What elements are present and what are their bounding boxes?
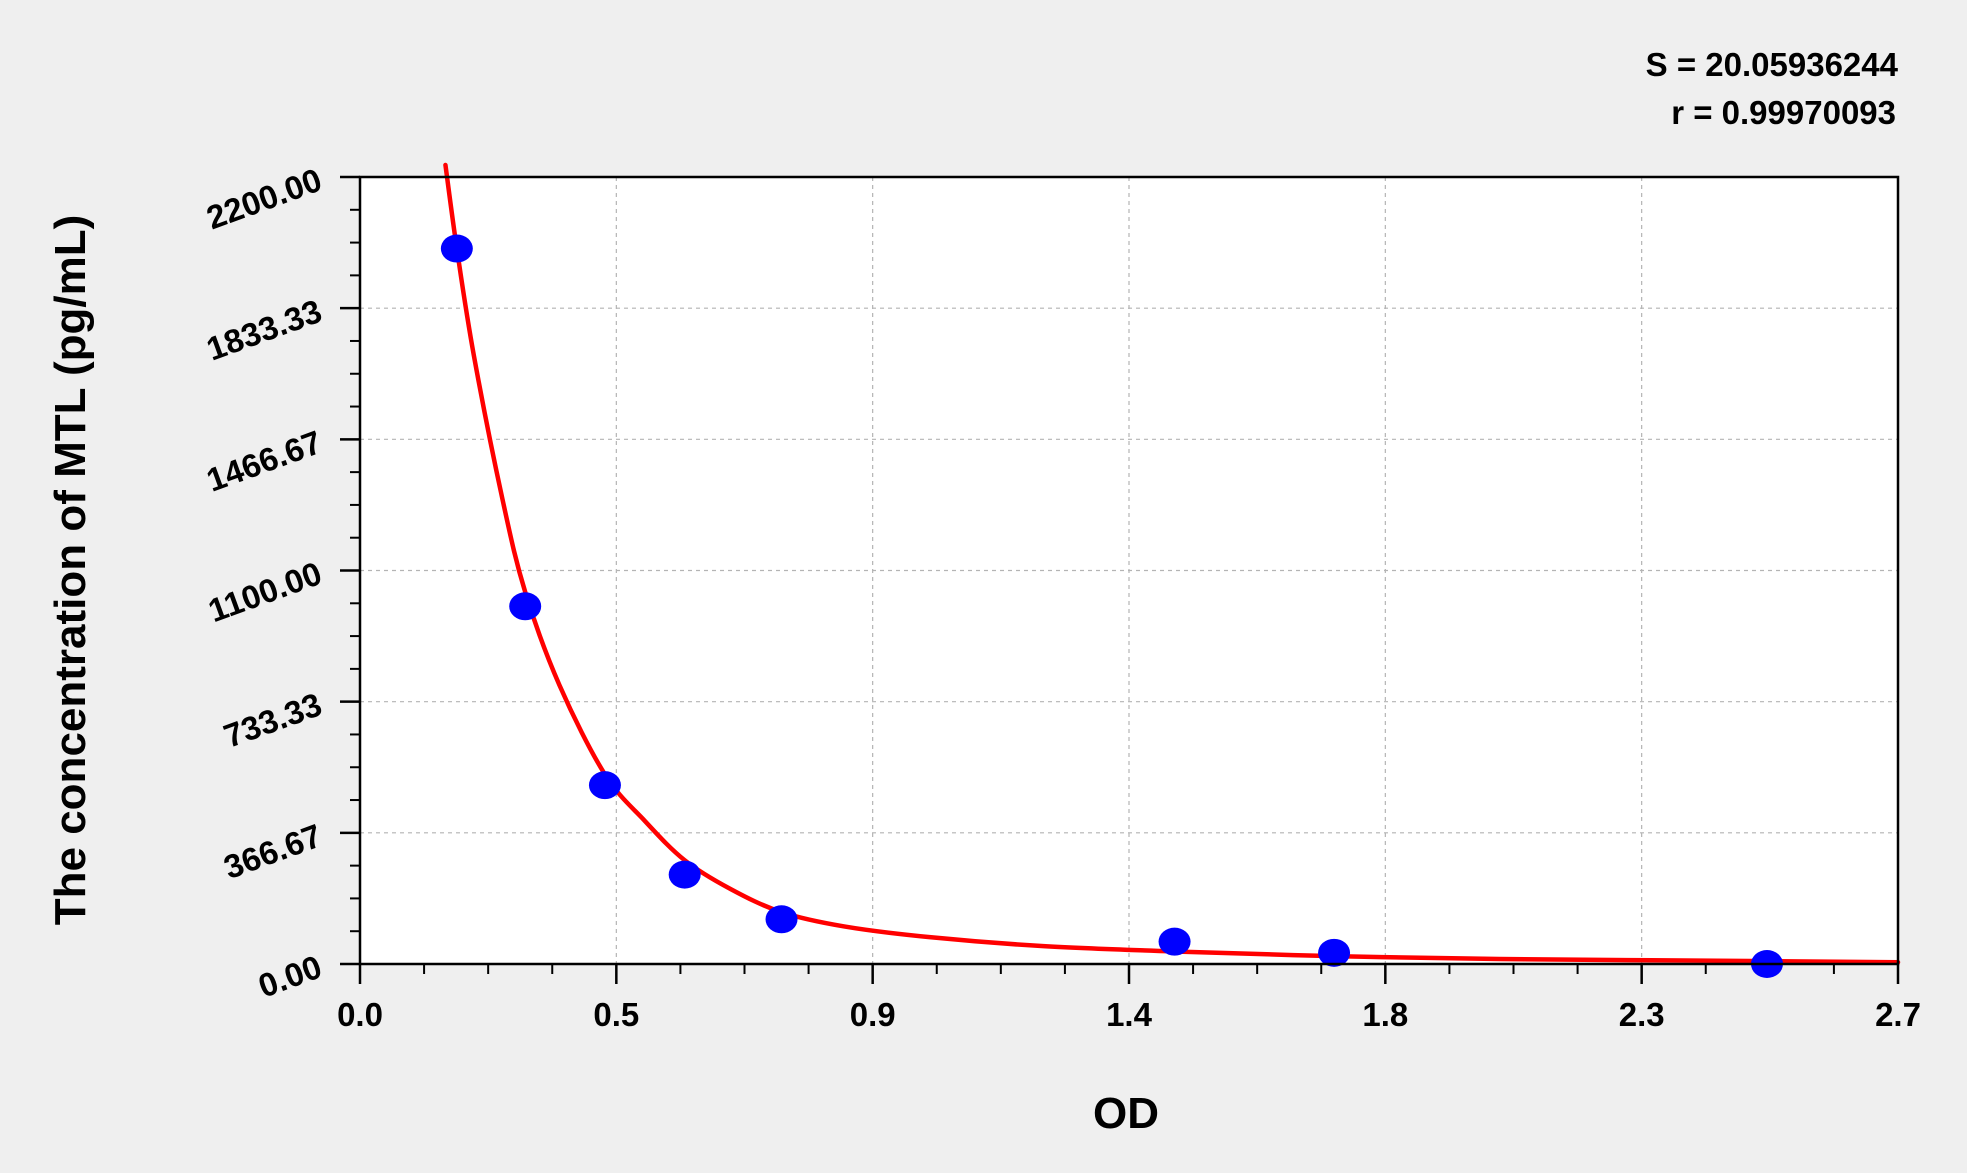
x-tick-label: 0.0	[337, 996, 383, 1033]
x-axis-ticks: 0.0 0.5 0.9 1.4 1.8 2.3 2.7	[337, 964, 1921, 1033]
y-tick-label: 366.67	[219, 817, 327, 886]
plot-frame	[358, 175, 1900, 966]
r-value-text: r = 0.99970093	[1671, 94, 1896, 131]
x-tick-label: 0.9	[850, 996, 896, 1033]
data-point	[509, 592, 542, 621]
data-point	[588, 771, 621, 800]
data-point	[1158, 927, 1191, 956]
y-tick-label: 1833.33	[202, 292, 327, 368]
s-value-text: S = 20.05936244	[1646, 46, 1899, 83]
data-point	[440, 234, 473, 263]
x-tick-label: 1.4	[1106, 996, 1153, 1033]
grid-lines	[360, 177, 1898, 964]
y-tick-label: 1466.67	[202, 423, 327, 499]
y-tick-label: 2200.00	[202, 161, 327, 237]
data-point	[668, 860, 701, 889]
x-axis-title: OD	[1093, 1089, 1159, 1138]
data-point	[765, 905, 798, 934]
minor-ticks	[350, 208, 1835, 974]
x-tick-label: 1.8	[1362, 996, 1408, 1033]
y-tick-label: 0.00	[253, 948, 326, 1005]
x-tick-label: 2.3	[1619, 996, 1665, 1033]
x-tick-label: 2.7	[1875, 996, 1921, 1033]
y-tick-label: 733.33	[219, 685, 327, 754]
data-point	[1318, 938, 1351, 967]
y-axis-ticks: 0.00 366.67 733.33 1100.00 1466.67 1833.33 220…	[202, 161, 360, 1005]
y-tick-label: 1100.00	[203, 554, 326, 629]
y-axis-title: The concentration of MTL (pg/mL)	[46, 215, 95, 925]
data-points-layer	[440, 234, 1783, 978]
x-tick-label: 0.5	[593, 996, 639, 1033]
